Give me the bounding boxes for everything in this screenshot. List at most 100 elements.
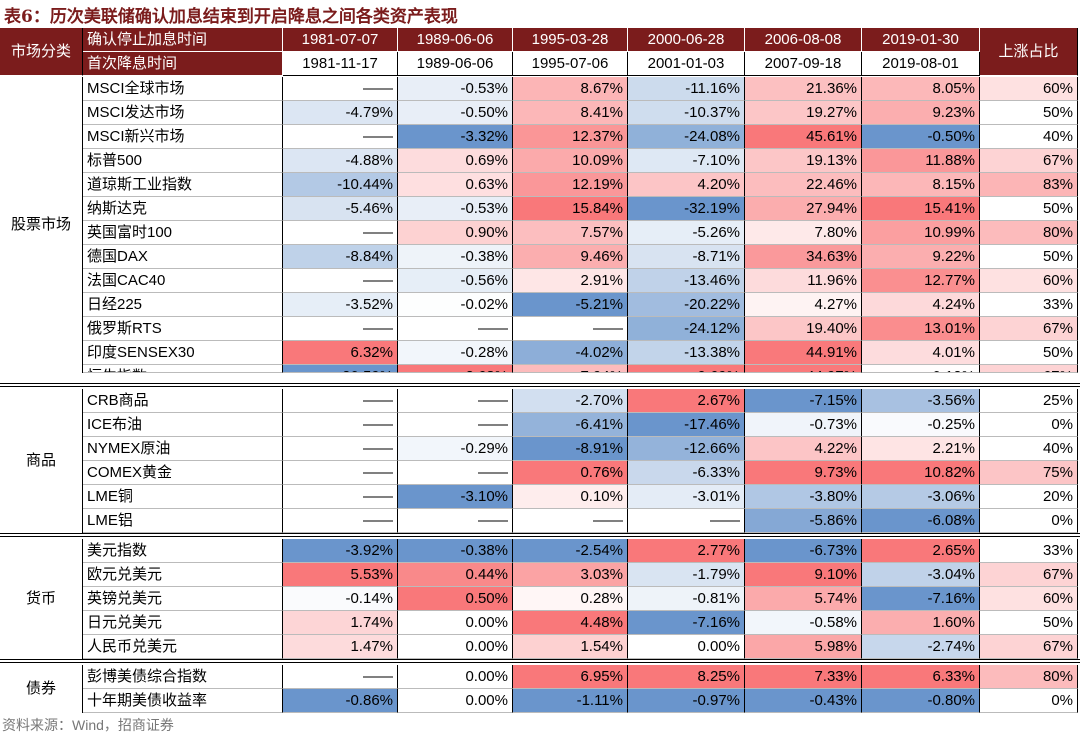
ratio-cell: 67% xyxy=(980,149,1078,173)
row-label: 俄罗斯RTS xyxy=(83,317,283,341)
value-cell: —— xyxy=(283,269,398,293)
value-cell: -20.22% xyxy=(628,293,745,317)
ratio-cell: 60% xyxy=(980,587,1078,611)
value-cell: 21.36% xyxy=(745,77,862,101)
header-date: 2006-08-08 xyxy=(745,28,862,52)
value-cell: 10.99% xyxy=(862,221,980,245)
value-cell: -0.50% xyxy=(862,125,980,149)
ratio-cell: 67% xyxy=(980,563,1078,587)
value-cell: 0.63% xyxy=(398,173,513,197)
ratio-cell: 33% xyxy=(980,293,1078,317)
value-cell: 12.77% xyxy=(862,269,980,293)
value-cell: —— xyxy=(398,509,513,533)
value-cell: -3.56% xyxy=(862,389,980,413)
value-cell: —— xyxy=(398,317,513,341)
value-cell: -4.79% xyxy=(283,101,398,125)
group-separator xyxy=(0,659,1080,663)
value-cell: 9.23% xyxy=(862,101,980,125)
row-label: 纳斯达克 xyxy=(83,197,283,221)
value-cell: 12.19% xyxy=(513,173,628,197)
value-cell: —— xyxy=(283,509,398,533)
value-cell: 2.67% xyxy=(628,389,745,413)
value-cell: —— xyxy=(283,461,398,485)
value-cell: -0.14% xyxy=(283,587,398,611)
value-cell: 0.00% xyxy=(398,689,513,713)
row-label: 恒生指数 xyxy=(83,365,283,373)
ratio-cell: 60% xyxy=(980,77,1078,101)
value-cell: —— xyxy=(283,665,398,689)
ratio-cell: 80% xyxy=(980,665,1078,689)
row-label: 日元兑美元 xyxy=(83,611,283,635)
value-cell: -2.74% xyxy=(862,635,980,659)
value-cell: 6.33% xyxy=(862,665,980,689)
value-cell: -1.11% xyxy=(513,689,628,713)
value-cell: -12.66% xyxy=(628,437,745,461)
ratio-cell: 67% xyxy=(980,317,1078,341)
row-label: 印度SENSEX30 xyxy=(83,341,283,365)
value-cell: 11.96% xyxy=(745,269,862,293)
ratio-cell: 50% xyxy=(980,611,1078,635)
value-cell: 4.27% xyxy=(745,293,862,317)
ratio-cell: 50% xyxy=(980,101,1078,125)
value-cell: -0.80% xyxy=(862,689,980,713)
value-cell: 0.76% xyxy=(513,461,628,485)
value-cell: 9.46% xyxy=(513,245,628,269)
header-date: 2019-01-30 xyxy=(862,28,980,52)
value-cell: 3.03% xyxy=(513,563,628,587)
row-label: 十年期美债收益率 xyxy=(83,689,283,713)
value-cell: —— xyxy=(283,221,398,245)
row-label: NYMEX原油 xyxy=(83,437,283,461)
ratio-cell: 25% xyxy=(980,389,1078,413)
value-cell: -6.41% xyxy=(513,413,628,437)
row-label: 英国富时100 xyxy=(83,221,283,245)
header-date: 1989-06-06 xyxy=(398,28,513,52)
header-ratio: 上涨占比 xyxy=(980,28,1078,76)
ratio-cell: 40% xyxy=(980,125,1078,149)
value-cell: —— xyxy=(513,509,628,533)
row-label: 美元指数 xyxy=(83,539,283,563)
row-label: 彭博美债综合指数 xyxy=(83,665,283,689)
ratio-cell: 0% xyxy=(980,509,1078,533)
value-cell: -24.12% xyxy=(628,317,745,341)
source: 资料来源：Wind，招商证券 xyxy=(2,717,174,733)
value-cell: 8.67% xyxy=(513,77,628,101)
value-cell: 19.13% xyxy=(745,149,862,173)
value-cell: -0.28% xyxy=(398,341,513,365)
value-cell: -10.37% xyxy=(628,101,745,125)
value-cell: —— xyxy=(283,317,398,341)
value-cell: -0.58% xyxy=(745,611,862,635)
row-label: MSCI全球市场 xyxy=(83,77,283,101)
value-cell: -17.46% xyxy=(628,413,745,437)
header-category: 市场分类 xyxy=(0,28,83,76)
value-cell: -2.54% xyxy=(513,539,628,563)
value-cell: 4.01% xyxy=(862,341,980,365)
value-cell: -0.73% xyxy=(745,413,862,437)
value-cell: 4.20% xyxy=(628,173,745,197)
group-name: 债券 xyxy=(0,665,83,713)
ratio-cell: 50% xyxy=(980,341,1078,365)
value-cell: 44.91% xyxy=(745,341,862,365)
value-cell: -3.32% xyxy=(398,125,513,149)
value-cell: -1.79% xyxy=(628,563,745,587)
value-cell: -0.56% xyxy=(398,269,513,293)
value-cell: 44.97% xyxy=(745,365,862,373)
value-cell: -7.10% xyxy=(628,149,745,173)
value-cell: -2.70% xyxy=(513,389,628,413)
header-date: 1989-06-06 xyxy=(398,52,513,76)
value-cell: 19.27% xyxy=(745,101,862,125)
value-cell: 5.74% xyxy=(745,587,862,611)
value-cell: -3.80% xyxy=(745,485,862,509)
value-cell: 0.00% xyxy=(628,635,745,659)
value-cell: -24.08% xyxy=(628,125,745,149)
value-cell: 6.32% xyxy=(283,341,398,365)
value-cell: 0.10% xyxy=(513,485,628,509)
ratio-cell: 60% xyxy=(980,269,1078,293)
value-cell: 8.41% xyxy=(513,101,628,125)
ratio-cell: 50% xyxy=(980,197,1078,221)
header-date: 1981-11-17 xyxy=(283,52,398,76)
value-cell: -8.71% xyxy=(628,245,745,269)
row-label: 日经225 xyxy=(83,293,283,317)
value-cell: 11.88% xyxy=(862,149,980,173)
value-cell: -3.92% xyxy=(283,539,398,563)
value-cell: 0.00% xyxy=(398,665,513,689)
